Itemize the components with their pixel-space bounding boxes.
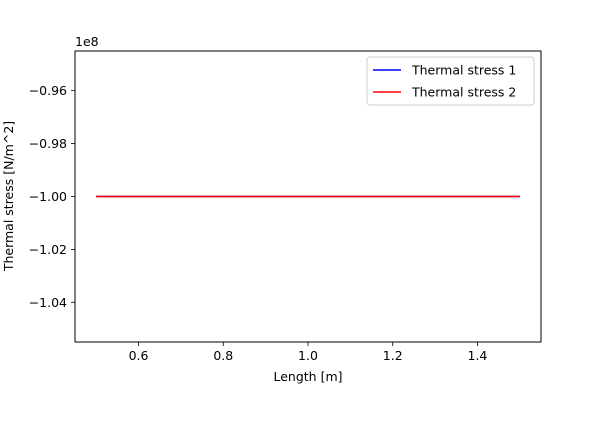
y-axis-label: Thermal stress [N/m^2] [1, 121, 16, 272]
y-tick-label: −0.96 [29, 83, 67, 98]
x-tick-label: 0.6 [129, 348, 149, 363]
y-tick-label: −1.00 [29, 189, 67, 204]
x-tick-label: 0.8 [213, 348, 233, 363]
x-tick-label: 1.2 [383, 348, 403, 363]
y-axis-ticks: −0.96 −0.98 −1.00 −1.02 −1.04 [29, 83, 75, 310]
x-axis-ticks: 0.6 0.8 1.0 1.2 1.4 [129, 342, 488, 363]
legend: Thermal stress 1 Thermal stress 2 [366, 56, 535, 106]
y-tick-label: −0.98 [29, 136, 67, 151]
x-tick-label: 1.4 [468, 348, 488, 363]
legend-box [366, 56, 535, 106]
legend-entry-label: Thermal stress 1 [411, 63, 516, 78]
legend-entry-label: Thermal stress 2 [411, 85, 516, 100]
x-tick-label: 1.0 [298, 348, 318, 363]
y-tick-label: −1.02 [29, 242, 67, 257]
y-axis-offset-label: 1e8 [75, 34, 99, 49]
x-axis-label: Length [m] [273, 369, 342, 384]
y-tick-label: −1.04 [29, 295, 67, 310]
